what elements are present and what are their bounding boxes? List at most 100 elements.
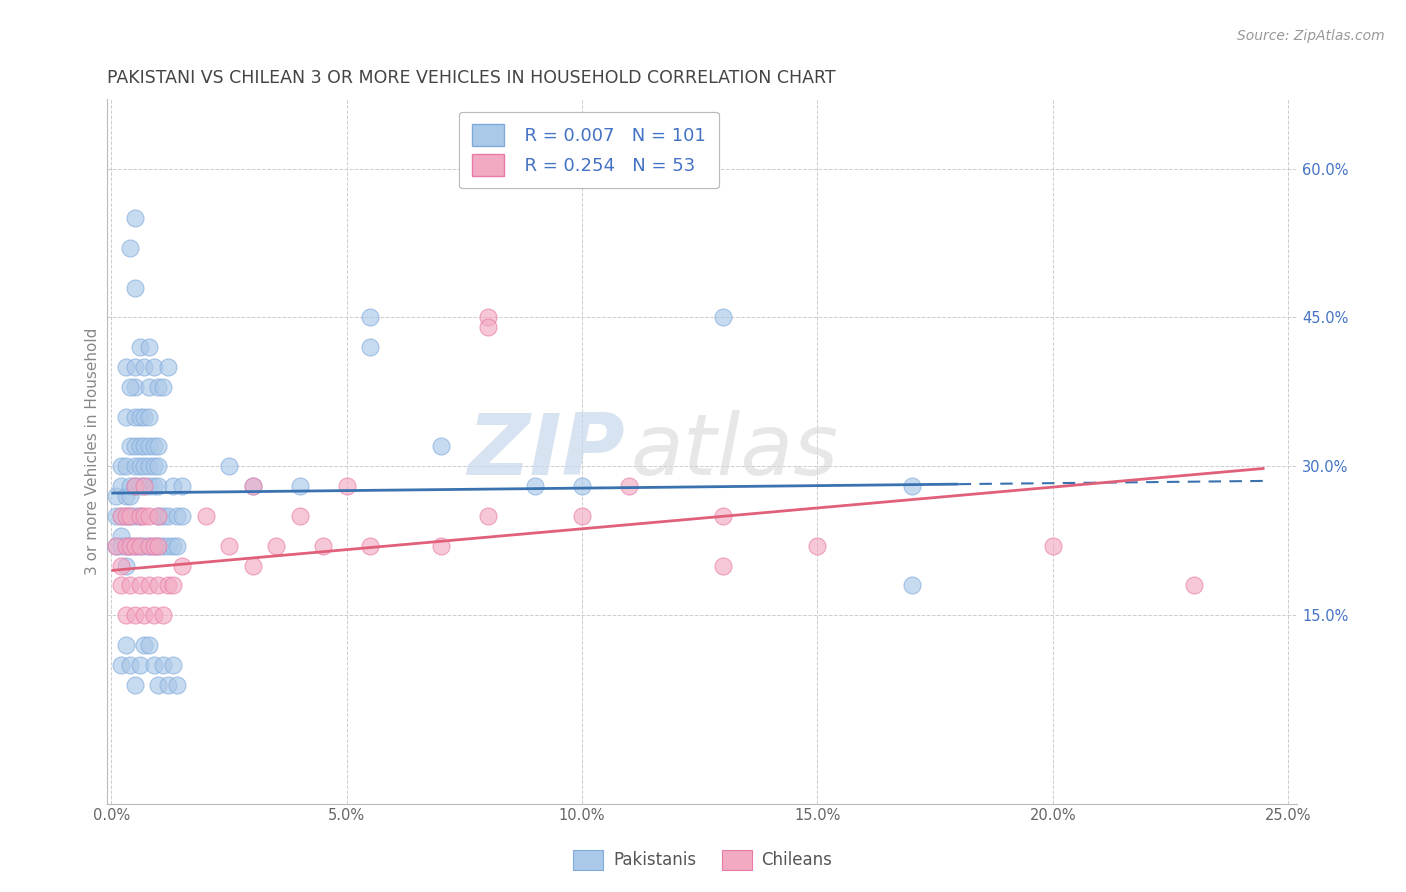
Point: [110, 539, 132, 553]
Point: [162, 657, 184, 672]
Point: [138, 539, 160, 553]
Point: [242, 558, 264, 573]
Point: [142, 479, 165, 493]
Point: [806, 539, 828, 553]
Point: [134, 539, 156, 553]
Point: [110, 529, 132, 543]
Point: [138, 439, 160, 453]
Point: [359, 340, 381, 354]
Point: [148, 539, 170, 553]
Point: [120, 657, 142, 672]
Point: [711, 310, 734, 325]
Point: [114, 409, 136, 424]
Point: [128, 459, 150, 474]
Point: [336, 479, 359, 493]
Point: [110, 657, 132, 672]
Point: [138, 459, 160, 474]
Point: [162, 578, 184, 592]
Point: [148, 539, 170, 553]
Point: [134, 608, 156, 623]
Point: [138, 409, 160, 424]
Point: [152, 508, 174, 523]
Point: [359, 310, 381, 325]
Point: [138, 508, 160, 523]
Point: [124, 677, 146, 691]
Point: [110, 578, 132, 592]
Point: [142, 360, 165, 375]
Point: [477, 508, 499, 523]
Point: [359, 539, 381, 553]
Point: [128, 508, 150, 523]
Point: [152, 380, 174, 394]
Point: [120, 489, 142, 503]
Point: [142, 539, 165, 553]
Point: [114, 558, 136, 573]
Point: [166, 677, 188, 691]
Point: [152, 539, 174, 553]
Point: [105, 539, 128, 553]
Point: [170, 558, 193, 573]
Point: [430, 439, 453, 453]
Point: [264, 539, 287, 553]
Point: [711, 508, 734, 523]
Y-axis label: 3 or more Vehicles in Household: 3 or more Vehicles in Household: [86, 327, 100, 575]
Point: [105, 508, 128, 523]
Point: [120, 539, 142, 553]
Point: [128, 340, 150, 354]
Point: [114, 459, 136, 474]
Point: [477, 310, 499, 325]
Point: [152, 608, 174, 623]
Text: ZIP: ZIP: [467, 410, 624, 493]
Point: [110, 459, 132, 474]
Point: [120, 508, 142, 523]
Point: [156, 508, 179, 523]
Point: [120, 479, 142, 493]
Point: [110, 508, 132, 523]
Point: [114, 608, 136, 623]
Point: [105, 539, 128, 553]
Point: [124, 459, 146, 474]
Point: [1042, 539, 1064, 553]
Point: [288, 508, 311, 523]
Point: [128, 578, 150, 592]
Point: [138, 638, 160, 652]
Point: [162, 479, 184, 493]
Point: [617, 479, 640, 493]
Point: [134, 479, 156, 493]
Point: [128, 539, 150, 553]
Point: [128, 508, 150, 523]
Point: [148, 439, 170, 453]
Point: [170, 479, 193, 493]
Point: [128, 439, 150, 453]
Point: [711, 558, 734, 573]
Point: [142, 439, 165, 453]
Point: [571, 508, 593, 523]
Point: [477, 320, 499, 334]
Point: [138, 578, 160, 592]
Point: [114, 360, 136, 375]
Legend:   R = 0.007   N = 101,   R = 0.254   N = 53: R = 0.007 N = 101, R = 0.254 N = 53: [460, 112, 718, 188]
Point: [148, 508, 170, 523]
Text: Source: ZipAtlas.com: Source: ZipAtlas.com: [1237, 29, 1385, 44]
Point: [900, 479, 922, 493]
Point: [114, 508, 136, 523]
Point: [128, 479, 150, 493]
Point: [148, 479, 170, 493]
Point: [128, 409, 150, 424]
Point: [142, 657, 165, 672]
Point: [134, 439, 156, 453]
Point: [120, 578, 142, 592]
Point: [170, 508, 193, 523]
Text: atlas: atlas: [631, 410, 838, 493]
Point: [120, 508, 142, 523]
Point: [134, 638, 156, 652]
Point: [242, 479, 264, 493]
Point: [148, 380, 170, 394]
Point: [110, 558, 132, 573]
Point: [166, 508, 188, 523]
Point: [124, 479, 146, 493]
Point: [156, 677, 179, 691]
Point: [124, 380, 146, 394]
Point: [166, 539, 188, 553]
Point: [142, 608, 165, 623]
